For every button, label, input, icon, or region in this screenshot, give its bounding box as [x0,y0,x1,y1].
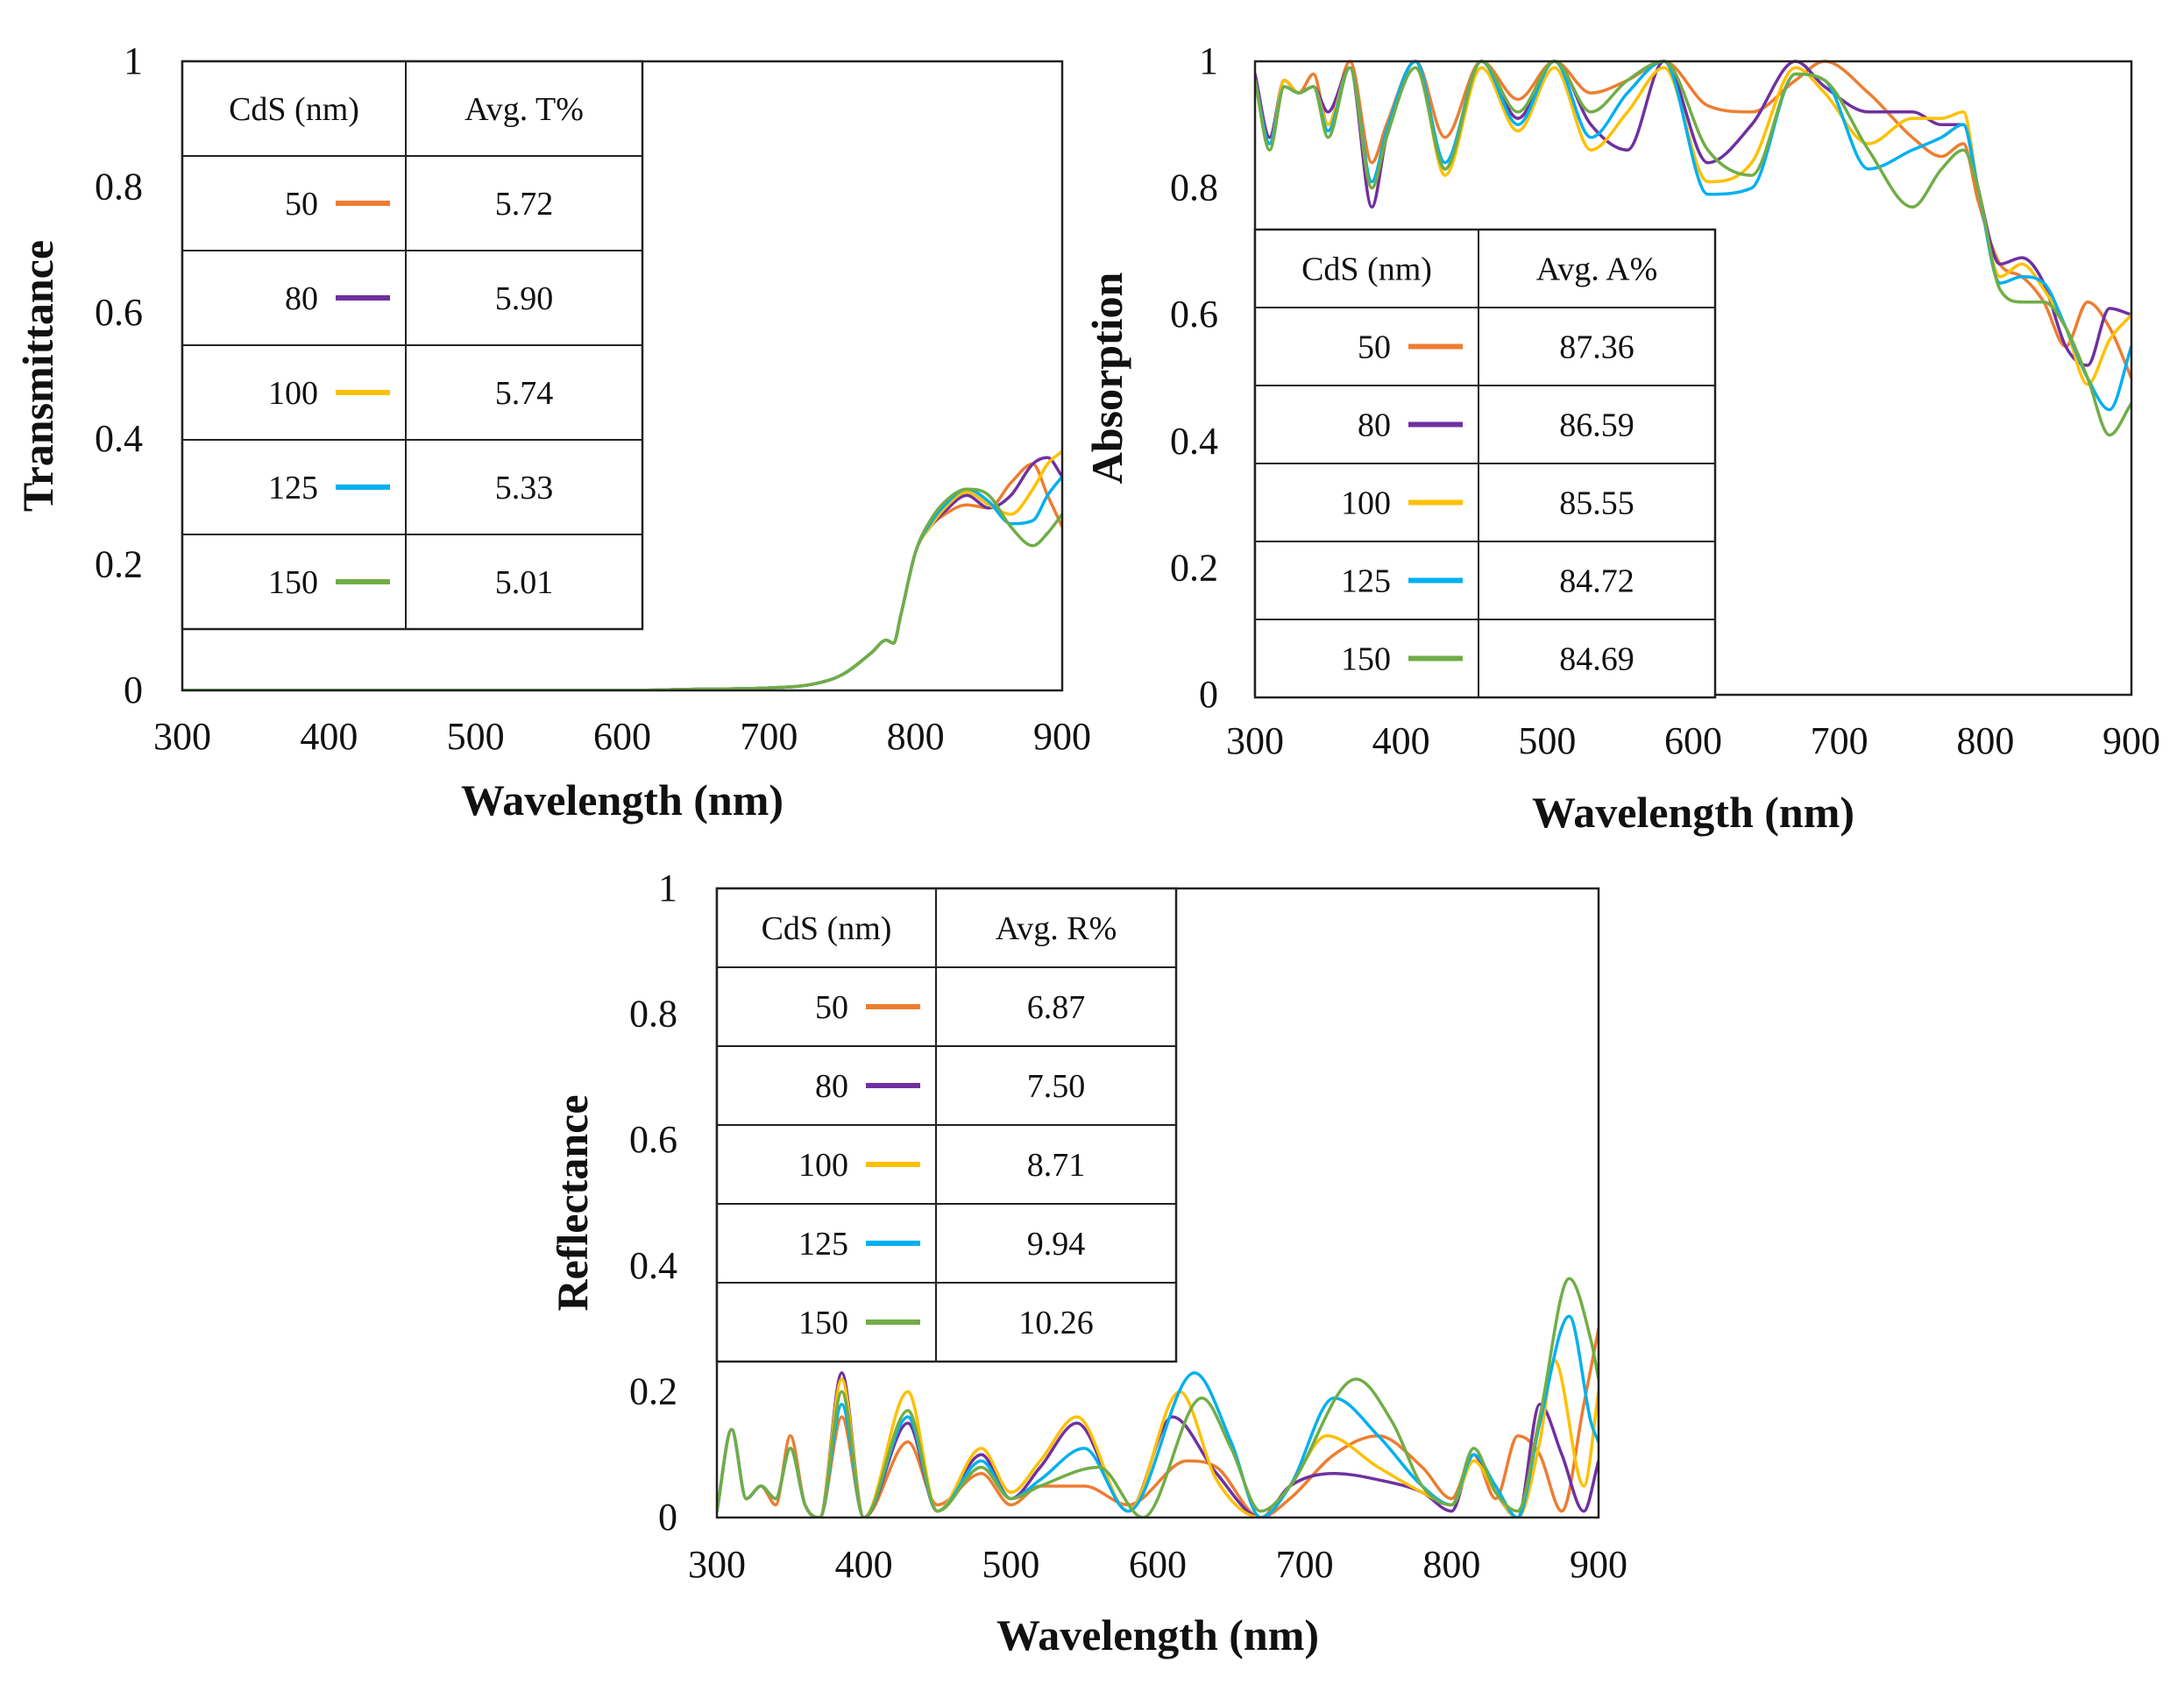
reflectance-series-50-line [717,1327,1599,1518]
absorption-y-tick-label: 0 [1199,673,1218,716]
transmittance-x-tick-label: 700 [740,715,798,758]
absorption-x-axis-title: Wavelength (nm) [1532,788,1854,837]
absorption-chart: 0 0.2 0.4 0.6 0.8 1 300 400 500 600 700 800 900 Wavel… [1082,39,2160,837]
absorption-legend-label-100: 100 [1341,485,1391,522]
transmittance-y-tick-label: 0 [124,669,143,711]
reflectance-x-tick-label: 900 [1570,1543,1627,1586]
transmittance-legend-label-100: 100 [268,375,318,412]
absorption-y-tick-label: 0.4 [1170,420,1218,463]
reflectance-legend-value-150: 10.26 [1018,1305,1094,1341]
reflectance-legend-label-125: 125 [798,1226,848,1263]
absorption-y-tick-label: 0.6 [1170,293,1218,336]
absorption-legend-header-avg: Avg. A% [1536,251,1658,288]
reflectance-x-tick-label: 300 [688,1543,746,1586]
transmittance-legend-value-50: 5.72 [495,186,554,223]
reflectance-series-150-line [717,1277,1599,1518]
transmittance-x-tick-label: 800 [887,715,945,758]
transmittance-x-axis-title: Wavelength (nm) [461,775,784,824]
absorption-y-axis-title: Absorption [1082,272,1131,484]
absorption-x-tick-label: 300 [1226,719,1284,762]
absorption-y-tick-label: 0.8 [1170,166,1218,209]
transmittance-legend-value-150: 5.01 [495,564,554,601]
transmittance-x-tick-label: 300 [153,715,211,758]
absorption-x-tick-label: 500 [1518,719,1576,762]
reflectance-legend-value-125: 9.94 [1027,1226,1086,1263]
transmittance-y-axis-title: Transmittance [13,240,62,512]
transmittance-legend-value-80: 5.90 [495,280,554,317]
reflectance-x-tick-label: 600 [1129,1543,1187,1586]
absorption-x-tick-label: 400 [1372,719,1430,762]
reflectance-legend-label-80: 80 [815,1068,848,1105]
absorption-legend-label-80: 80 [1358,407,1391,444]
reflectance-legend-value-80: 7.50 [1027,1068,1086,1105]
transmittance-legend-label-50: 50 [285,186,318,223]
transmittance-legend-label-150: 150 [268,564,318,601]
absorption-series-150-line [1255,60,2131,437]
reflectance-legend-value-100: 8.71 [1027,1147,1086,1184]
absorption-legend-value-80: 86.59 [1559,407,1634,444]
transmittance-legend-label-125: 125 [268,470,318,506]
transmittance-y-tick-label: 0.2 [95,542,143,585]
transmittance-y-tick-label: 1 [124,39,143,82]
transmittance-chart: 0 0.2 0.4 0.6 0.8 1 300 400 500 600 700 800 900 Wavel… [13,39,1091,824]
transmittance-legend-header-cds: CdS (nm) [229,91,359,128]
reflectance-legend-label-150: 150 [798,1305,848,1341]
absorption-legend-label-125: 125 [1341,563,1391,600]
transmittance-y-tick-label: 0.8 [95,166,143,209]
absorption-legend-label-150: 150 [1341,641,1391,678]
absorption-legend-value-150: 84.69 [1559,641,1634,678]
absorption-y-tick-label: 1 [1199,39,1218,82]
transmittance-y-tick-label: 0.4 [95,417,143,460]
reflectance-x-axis-title: Wavelength (nm) [996,1610,1319,1659]
transmittance-legend-label-80: 80 [285,280,318,317]
absorption-x-tick-label: 600 [1664,719,1722,762]
transmittance-x-tick-label: 900 [1033,715,1091,758]
absorption-x-tick-label: 900 [2102,719,2160,762]
absorption-x-tick-label: 700 [1811,719,1868,762]
reflectance-y-tick-label: 0 [658,1496,677,1539]
reflectance-legend-table: CdS (nm) Avg. R% 50 6.87 80 7.50 100 8.71 125 9.9… [715,887,1178,1363]
reflectance-y-tick-label: 1 [658,867,677,909]
transmittance-x-tick-label: 400 [300,715,358,758]
reflectance-x-tick-label: 700 [1276,1543,1334,1586]
absorption-legend-value-100: 85.55 [1559,485,1634,522]
reflectance-chart: 0 0.2 0.4 0.6 0.8 1 300 400 500 600 700 800 900 Wavel… [548,867,1627,1659]
reflectance-y-axis-title: Reflectance [548,1094,597,1311]
transmittance-legend-table: CdS (nm) Avg. T% 50 5.72 80 5.90 100 5.74 125 5.3… [181,60,644,631]
reflectance-y-tick-label: 0.6 [629,1118,677,1161]
reflectance-x-tick-label: 500 [982,1543,1039,1586]
reflectance-y-tick-label: 0.2 [629,1369,677,1412]
absorption-legend-value-50: 87.36 [1559,329,1634,366]
reflectance-legend-label-100: 100 [798,1147,848,1184]
absorption-legend-header-cds: CdS (nm) [1301,251,1432,288]
absorption-series-group [1255,60,2131,437]
transmittance-y-tick-label: 0.6 [95,291,143,334]
reflectance-y-tick-label: 0.4 [629,1244,677,1287]
reflectance-series-group [717,1277,1599,1518]
reflectance-x-tick-label: 400 [835,1543,893,1586]
reflectance-x-tick-label: 800 [1422,1543,1480,1586]
reflectance-y-tick-label: 0.8 [629,993,677,1036]
absorption-legend-table: CdS (nm) Avg. A% 50 87.36 80 86.59 100 85.55 125… [1253,228,1717,699]
transmittance-legend-value-100: 5.74 [495,375,554,412]
absorption-legend-value-125: 84.72 [1559,563,1634,600]
transmittance-x-tick-label: 600 [593,715,651,758]
absorption-legend-label-50: 50 [1358,329,1391,366]
reflectance-legend-header-avg: Avg. R% [996,910,1117,947]
absorption-y-tick-label: 0.2 [1170,546,1218,589]
transmittance-x-tick-label: 500 [447,715,505,758]
transmittance-legend-header-avg: Avg. T% [464,91,584,128]
reflectance-legend-value-50: 6.87 [1027,989,1086,1026]
absorption-x-tick-label: 800 [1956,719,2014,762]
reflectance-legend-header-cds: CdS (nm) [762,910,892,947]
transmittance-legend-value-125: 5.33 [495,470,554,506]
reflectance-legend-label-50: 50 [815,989,848,1026]
